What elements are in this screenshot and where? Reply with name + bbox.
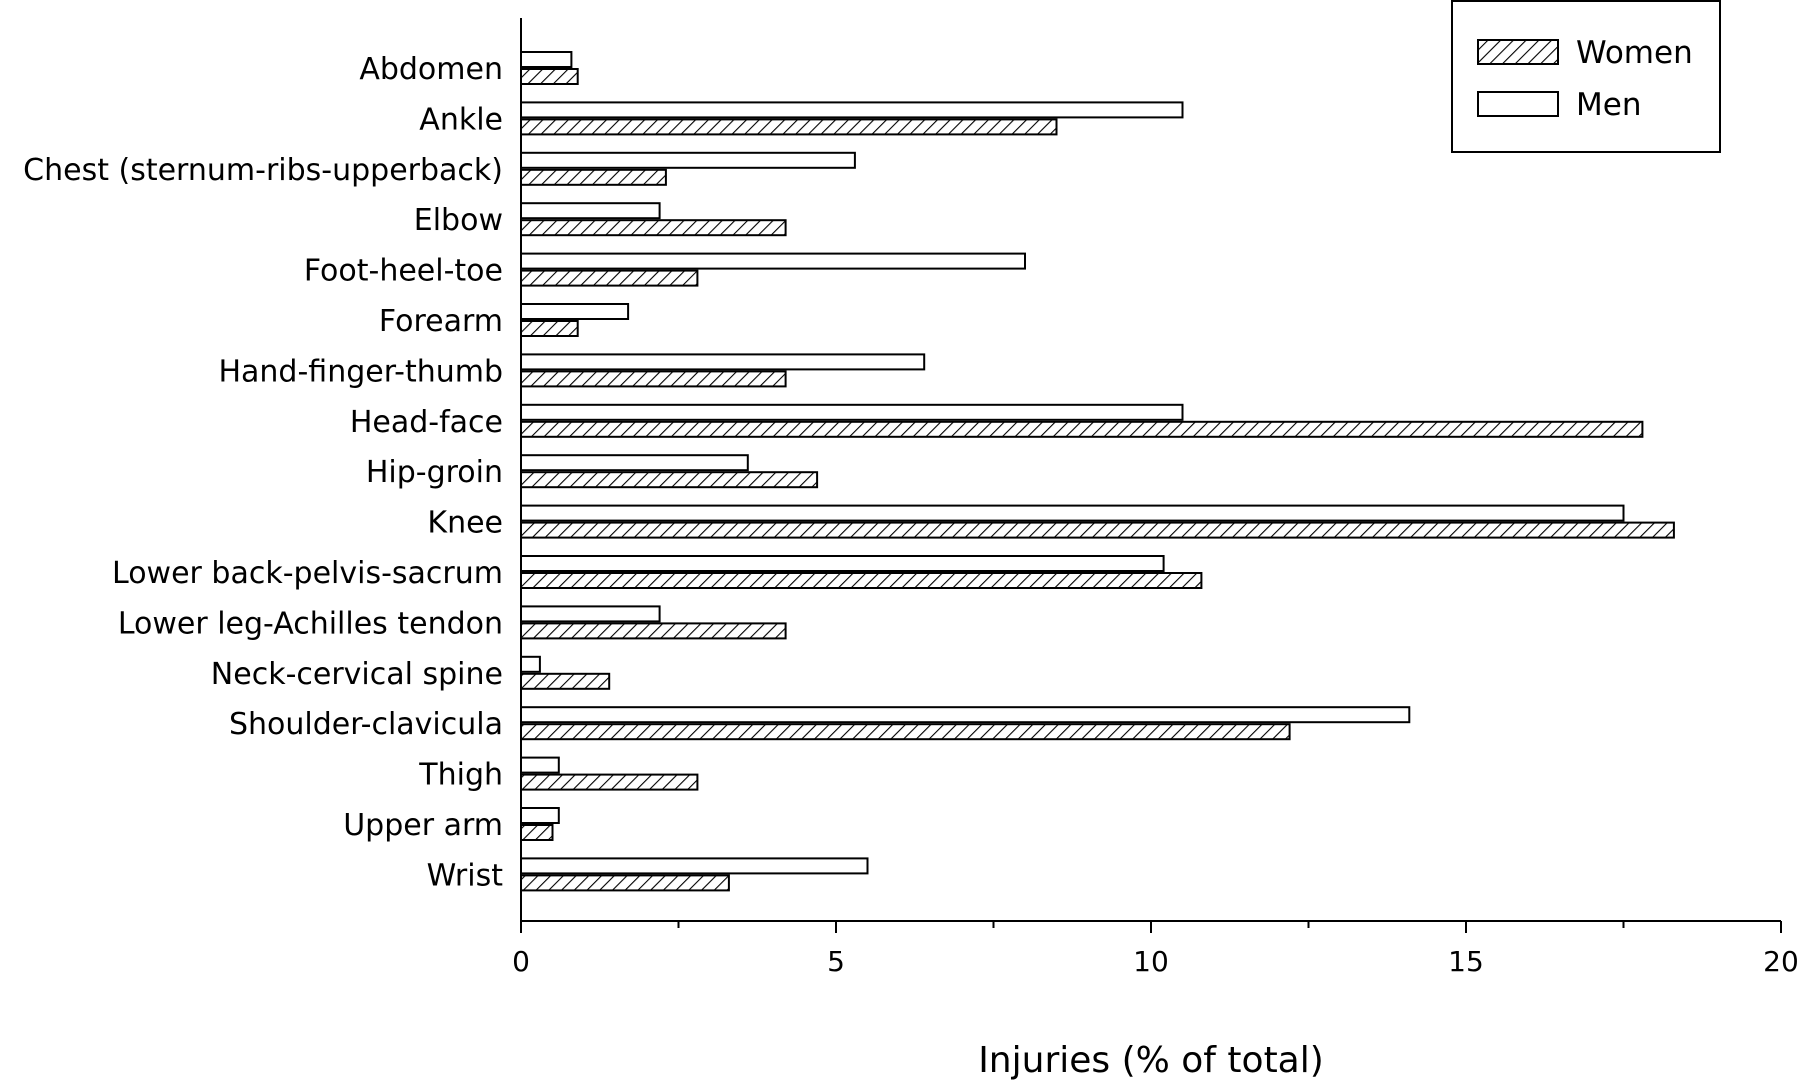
x-tick-label: 0 (512, 945, 530, 978)
category-label-hand-finger-thumb: Hand-finger-thumb (218, 354, 503, 389)
category-label-wrist: Wrist (427, 858, 504, 893)
bar-men-knee (520, 504, 1625, 522)
bar-women-shoulder-clavicula (520, 723, 1291, 741)
category-label-lower-back-pelvis-sacrum: Lower back-pelvis-sacrum (112, 556, 503, 591)
category-label-hip-groin: Hip-groin (366, 455, 503, 490)
legend-swatch-men (1477, 91, 1559, 117)
category-label-lower-leg-achilles-tendon: Lower leg-Achilles tendon (118, 606, 503, 641)
x-tick-label: 20 (1763, 945, 1799, 978)
legend: Women Men (1451, 0, 1721, 153)
category-label-upper-arm: Upper arm (343, 808, 503, 843)
bar-women-knee (520, 521, 1675, 539)
bar-women-chest-sternum-ribs-upperback (520, 168, 667, 186)
category-label-ankle: Ankle (419, 102, 503, 137)
category-label-forearm: Forearm (379, 304, 503, 339)
category-label-knee: Knee (427, 506, 503, 541)
bar-men-shoulder-clavicula (520, 706, 1411, 724)
bar-women-abdomen (520, 68, 579, 85)
bar-women-elbow (520, 219, 787, 237)
bar-men-head-face (520, 403, 1184, 421)
bar-women-hip-groin (520, 471, 819, 489)
bar-men-hand-finger-thumb (520, 353, 926, 371)
bar-men-abdomen (520, 51, 573, 68)
category-label-shoulder-clavicula: Shoulder-clavicula (229, 707, 503, 742)
bar-men-lower-back-pelvis-sacrum (520, 555, 1165, 572)
bar-women-neck-cervical-spine (520, 672, 611, 690)
bar-men-hip-groin (520, 454, 749, 472)
bar-men-foot-heel-toe (520, 252, 1026, 270)
bar-men-lower-leg-achilles-tendon (520, 605, 661, 623)
category-label-thigh: Thigh (418, 758, 503, 793)
bar-women-wrist (520, 874, 730, 892)
bar-men-neck-cervical-spine (520, 655, 541, 673)
x-tick-label: 15 (1448, 945, 1484, 978)
bar-women-ankle (520, 118, 1058, 136)
bar-women-foot-heel-toe (520, 269, 699, 287)
bar-men-thigh (520, 756, 560, 774)
bar-women-upper-arm (520, 824, 554, 841)
x-tick-label: 5 (827, 945, 845, 978)
category-labels: Abdomen Ankle Chest (sternum-ribs-upperbac… (23, 52, 503, 893)
legend-label-women: Women (1576, 35, 1693, 71)
bars-group (520, 51, 1675, 892)
category-label-chest-sternum-ribs-upperback: Chest (sternum-ribs-upperback) (23, 153, 503, 188)
bar-men-forearm (520, 303, 630, 320)
category-label-head-face: Head-face (350, 405, 503, 440)
category-label-abdomen: Abdomen (359, 52, 503, 87)
legend-swatch-women (1477, 39, 1559, 65)
bar-men-elbow (520, 202, 661, 220)
bar-women-head-face (520, 420, 1644, 438)
category-label-elbow: Elbow (414, 203, 503, 238)
x-ticks: 0 5 10 15 20 (512, 921, 1799, 978)
bar-men-ankle (520, 101, 1184, 119)
category-label-foot-heel-toe: Foot-heel-toe (304, 254, 503, 289)
x-axis-title: Injuries (% of total) (978, 1040, 1324, 1081)
category-label-neck-cervical-spine: Neck-cervical spine (211, 657, 503, 692)
bar-women-thigh (520, 773, 699, 791)
bar-women-forearm (520, 320, 579, 337)
bar-women-lower-back-pelvis-sacrum (520, 572, 1203, 589)
x-tick-label: 10 (1133, 945, 1169, 978)
legend-label-men: Men (1576, 87, 1641, 123)
bar-women-hand-finger-thumb (520, 370, 787, 388)
bar-men-wrist (520, 857, 869, 875)
bar-men-upper-arm (520, 807, 560, 824)
legend-box (1451, 0, 1721, 153)
bar-women-lower-leg-achilles-tendon (520, 622, 787, 640)
bar-men-chest-sternum-ribs-upperback (520, 151, 856, 169)
